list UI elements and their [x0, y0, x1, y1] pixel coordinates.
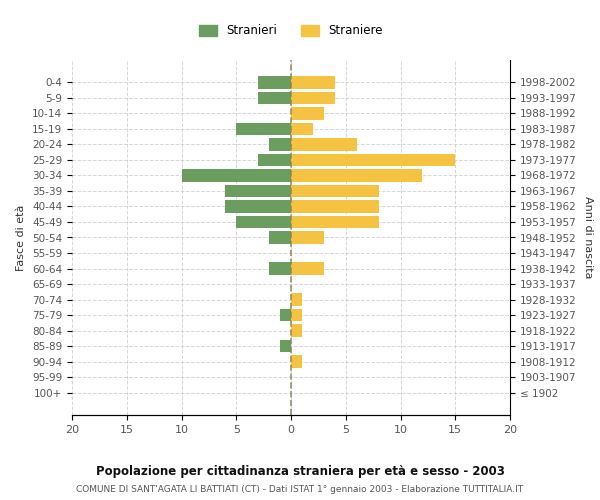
Bar — [258, 92, 291, 104]
Text: COMUNE DI SANT'AGATA LI BATTIATI (CT) - Dati ISTAT 1° gennaio 2003 - Elaborazion: COMUNE DI SANT'AGATA LI BATTIATI (CT) - … — [76, 485, 524, 494]
Bar — [182, 169, 291, 181]
Bar — [291, 184, 379, 197]
Bar — [291, 107, 324, 120]
Bar — [280, 309, 291, 322]
Bar — [269, 138, 291, 150]
Bar — [291, 154, 455, 166]
Bar — [280, 340, 291, 352]
Bar — [291, 232, 324, 243]
Bar — [258, 76, 291, 88]
Bar — [258, 154, 291, 166]
Bar — [269, 262, 291, 274]
Bar — [236, 122, 291, 135]
Bar — [291, 92, 335, 104]
Bar — [291, 356, 302, 368]
Bar — [291, 309, 302, 322]
Bar — [226, 200, 291, 212]
Legend: Stranieri, Straniere: Stranieri, Straniere — [194, 20, 388, 42]
Bar — [226, 184, 291, 197]
Y-axis label: Fasce di età: Fasce di età — [16, 204, 26, 270]
Bar — [236, 216, 291, 228]
Bar — [291, 138, 356, 150]
Bar — [291, 216, 379, 228]
Y-axis label: Anni di nascita: Anni di nascita — [583, 196, 593, 279]
Bar — [291, 76, 335, 88]
Bar — [291, 262, 324, 274]
Bar — [291, 294, 302, 306]
Bar — [269, 232, 291, 243]
Bar — [291, 122, 313, 135]
Bar — [291, 169, 422, 181]
Bar — [291, 200, 379, 212]
Text: Popolazione per cittadinanza straniera per età e sesso - 2003: Popolazione per cittadinanza straniera p… — [95, 465, 505, 478]
Bar — [291, 324, 302, 337]
